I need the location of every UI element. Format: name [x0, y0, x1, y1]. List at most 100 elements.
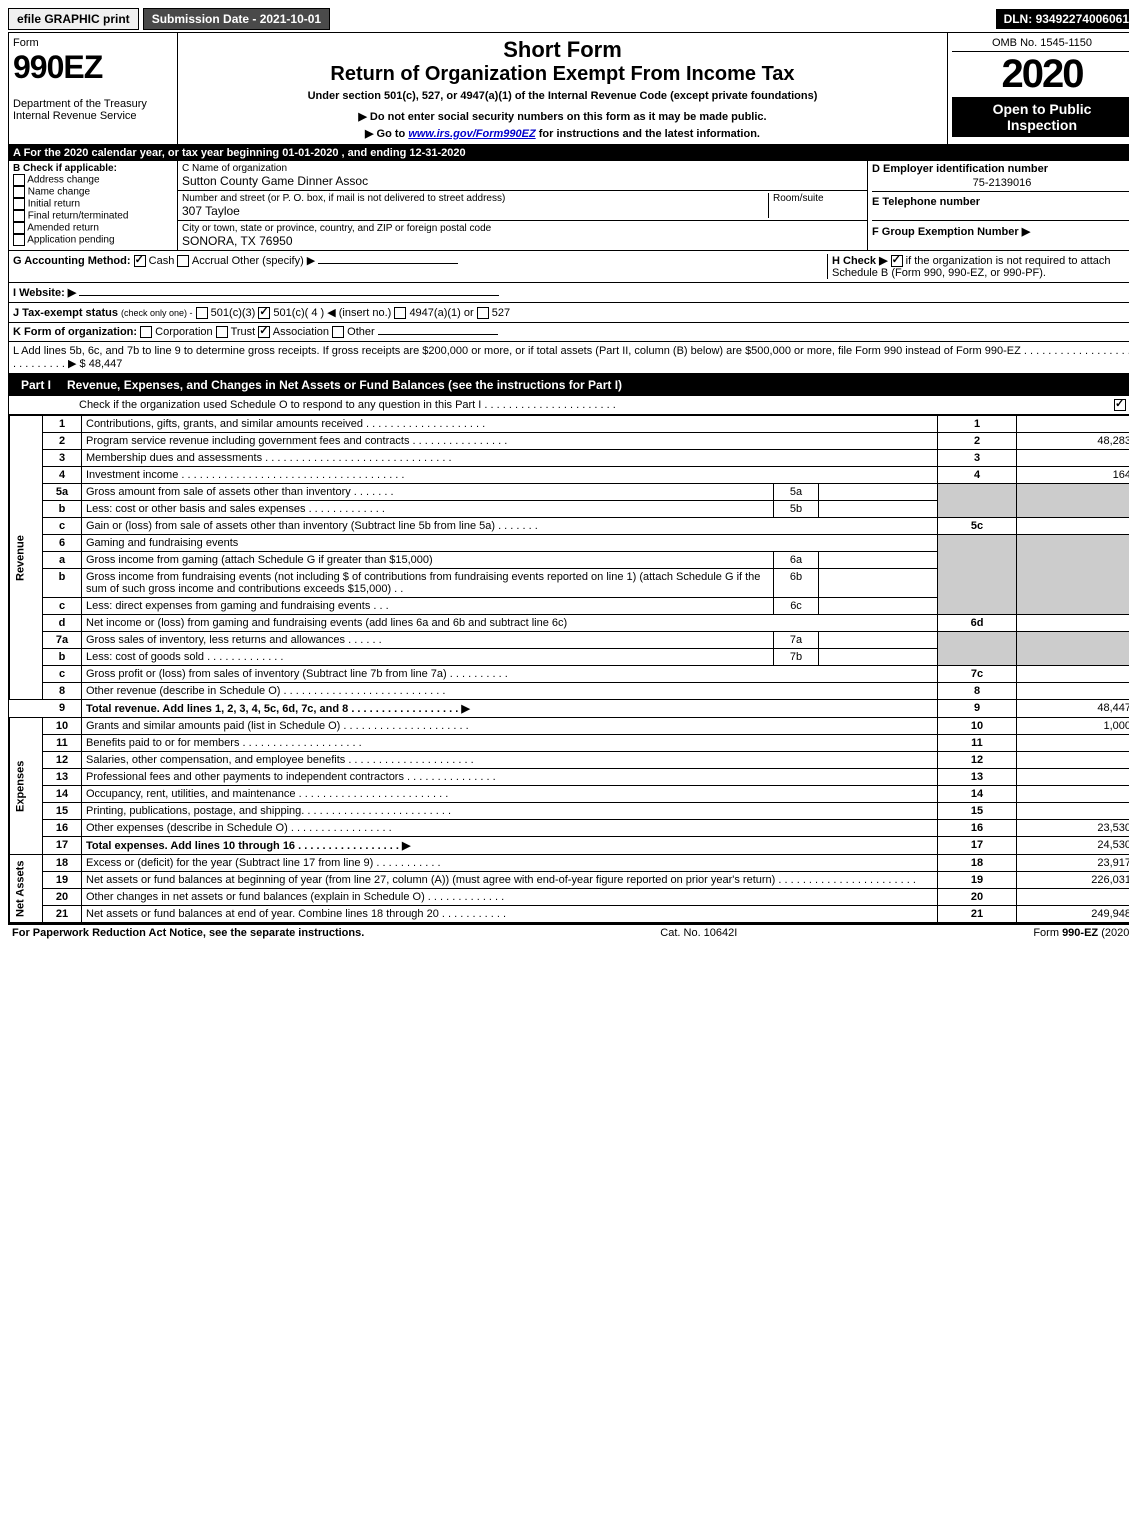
l14-amt: [1017, 786, 1129, 803]
org-street: 307 Tayloe: [182, 204, 768, 218]
l6-shade: [938, 535, 1017, 615]
line-7a: 7a Gross sales of inventory, less return…: [10, 632, 1129, 649]
l12-amt: [1017, 752, 1129, 769]
line-1: Revenue 1 Contributions, gifts, grants, …: [10, 416, 1129, 433]
part1-header: Part I Revenue, Expenses, and Changes in…: [9, 374, 1129, 396]
k-other-blank[interactable]: [378, 334, 498, 335]
checkbox-501c3[interactable]: [196, 307, 208, 319]
efile-print-button[interactable]: efile GRAPHIC print: [8, 8, 139, 30]
g-label: G Accounting Method:: [13, 255, 131, 267]
l6c-mid: 6c: [774, 598, 819, 615]
l7a-mid: 7a: [774, 632, 819, 649]
l7b-num: b: [43, 649, 82, 666]
side-netassets: Net Assets: [10, 855, 43, 923]
title-short-form: Short Form: [182, 37, 943, 63]
l7a-num: 7a: [43, 632, 82, 649]
l5b-val: [819, 501, 938, 518]
checkbox-address[interactable]: [13, 174, 25, 186]
l17-desc-b: Total expenses. Add lines 10 through 16 …: [86, 840, 410, 852]
l8-amt: [1017, 683, 1129, 700]
k-corp: Corporation: [155, 326, 212, 338]
irs-link[interactable]: www.irs.gov/Form990EZ: [408, 128, 535, 140]
footer: For Paperwork Reduction Act Notice, see …: [8, 924, 1129, 941]
top-bar: efile GRAPHIC print Submission Date - 20…: [8, 8, 1129, 30]
l12-ref: 12: [938, 752, 1017, 769]
j-label: J Tax-exempt status: [13, 307, 118, 319]
c-street-label: Number and street (or P. O. box, if mail…: [182, 193, 768, 204]
l17-amt: 24,530: [1017, 837, 1129, 855]
header-center: Short Form Return of Organization Exempt…: [178, 33, 948, 144]
org-name: Sutton County Game Dinner Assoc: [182, 174, 863, 188]
checkbox-pending[interactable]: [13, 234, 25, 246]
line-5c: c Gain or (loss) from sale of assets oth…: [10, 518, 1129, 535]
l6-desc: Gaming and fundraising events: [82, 535, 938, 552]
l12-num: 12: [43, 752, 82, 769]
goto-post: for instructions and the latest informat…: [536, 128, 760, 140]
g-other: Other (specify) ▶: [232, 255, 316, 267]
website-blank[interactable]: [79, 295, 499, 296]
subtitle: Under section 501(c), 527, or 4947(a)(1)…: [182, 90, 943, 102]
c-street-cell: Number and street (or P. O. box, if mail…: [178, 191, 867, 221]
line-2: 2 Program service revenue including gove…: [10, 433, 1129, 450]
l19-desc: Net assets or fund balances at beginning…: [82, 872, 938, 889]
checkbox-501c[interactable]: [258, 307, 270, 319]
l6d-num: d: [43, 615, 82, 632]
b-label: B Check if applicable:: [13, 163, 173, 174]
l9-amt: 48,447: [1017, 700, 1129, 718]
checkbox-initial[interactable]: [13, 198, 25, 210]
b-initial-text: Initial return: [28, 199, 80, 210]
g-other-blank[interactable]: [318, 263, 458, 264]
checkbox-h[interactable]: [891, 255, 903, 267]
submission-date-button[interactable]: Submission Date - 2021-10-01: [143, 8, 330, 30]
checkbox-4947[interactable]: [394, 307, 406, 319]
side-revenue: Revenue: [10, 416, 43, 700]
l13-ref: 13: [938, 769, 1017, 786]
checkbox-amended[interactable]: [13, 222, 25, 234]
c-name-label: C Name of organization: [182, 163, 863, 174]
checkbox-corp[interactable]: [140, 326, 152, 338]
b-amended-text: Amended return: [27, 223, 99, 234]
l11-amt: [1017, 735, 1129, 752]
b-final-text: Final return/terminated: [28, 211, 129, 222]
l7b-mid: 7b: [774, 649, 819, 666]
form-header: Form 990EZ Department of the Treasury In…: [9, 33, 1129, 145]
l2-amt: 48,283: [1017, 433, 1129, 450]
l16-num: 16: [43, 820, 82, 837]
l5a-val: [819, 484, 938, 501]
e-phone-label: E Telephone number: [872, 192, 1129, 221]
checkbox-cash[interactable]: [134, 255, 146, 267]
c-city-cell: City or town, state or province, country…: [178, 221, 867, 250]
line-4: 4 Investment income . . . . . . . . . . …: [10, 467, 1129, 484]
row-gh: G Accounting Method: Cash Accrual Other …: [9, 251, 1129, 283]
k-trust: Trust: [231, 326, 256, 338]
checkbox-final[interactable]: [13, 210, 25, 222]
l5-shade: [938, 484, 1017, 518]
l3-amt: [1017, 450, 1129, 467]
checkbox-assoc[interactable]: [258, 326, 270, 338]
l16-ref: 16: [938, 820, 1017, 837]
l20-ref: 20: [938, 889, 1017, 906]
part1-note: Check if the organization used Schedule …: [79, 399, 616, 411]
g-accrual: Accrual: [192, 255, 229, 267]
k-other: Other: [347, 326, 375, 338]
checkbox-trust[interactable]: [216, 326, 228, 338]
checkbox-other-org[interactable]: [332, 326, 344, 338]
checkbox-name[interactable]: [13, 186, 25, 198]
checkbox-accrual[interactable]: [177, 255, 189, 267]
l18-desc: Excess or (deficit) for the year (Subtra…: [82, 855, 938, 872]
section-l: L Add lines 5b, 6c, and 7b to line 9 to …: [9, 342, 1129, 374]
l21-ref: 21: [938, 906, 1017, 923]
j-note: (check only one) -: [121, 308, 193, 318]
footer-right-post: (2020): [1098, 927, 1129, 939]
l-amount: $ 48,447: [80, 358, 123, 370]
l6a-num: a: [43, 552, 82, 569]
l7b-desc: Less: cost of goods sold . . . . . . . .…: [82, 649, 774, 666]
checkbox-527[interactable]: [477, 307, 489, 319]
checkbox-schedule-o[interactable]: [1114, 399, 1126, 411]
l9-desc-b: Total revenue. Add lines 1, 2, 3, 4, 5c,…: [86, 703, 470, 715]
l20-desc: Other changes in net assets or fund bala…: [82, 889, 938, 906]
section-k: K Form of organization: Corporation Trus…: [9, 323, 1129, 342]
b-initial: Initial return: [13, 198, 173, 210]
l5a-num: 5a: [43, 484, 82, 501]
b-pending: Application pending: [13, 234, 173, 246]
